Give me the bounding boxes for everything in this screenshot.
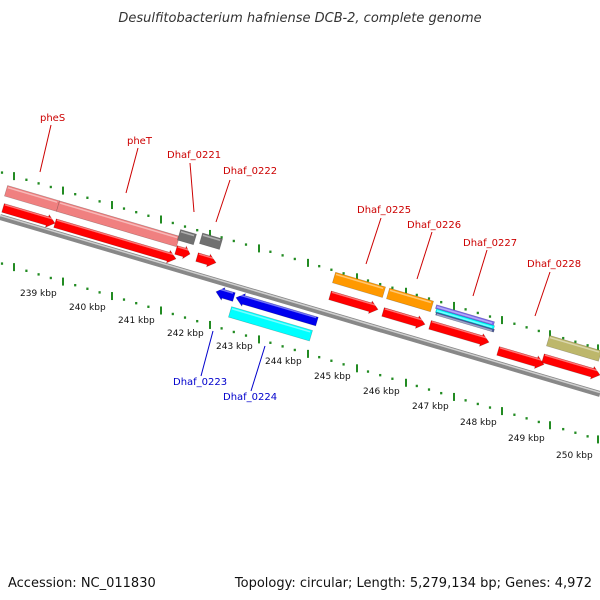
cds-arrow-phes[interactable] <box>1 202 57 230</box>
tick-tracks <box>0 171 599 444</box>
tick-label-245: 245 kbp <box>314 372 351 382</box>
reverse-strand-features <box>214 285 319 342</box>
gene-label-dhaf-0223[interactable]: Dhaf_0223 <box>173 377 227 388</box>
gene-block-phes[interactable] <box>4 185 60 212</box>
gene-label-phet[interactable]: pheT <box>127 136 153 147</box>
gene-block-dhaf-0227-c[interactable] <box>435 311 495 333</box>
map-title: Desulfitobacterium hafniense DCB-2, comp… <box>118 11 481 26</box>
accession-text: Accession: NC_011830 <box>8 576 156 591</box>
tick-label-249: 249 kbp <box>508 434 545 444</box>
tick-label-246: 246 kbp <box>363 387 400 397</box>
gene-block-dhaf-0222[interactable] <box>199 232 223 250</box>
gene-block-dhaf-0228[interactable] <box>546 335 600 362</box>
gene-label-dhaf-0224[interactable]: Dhaf_0224 <box>223 392 277 403</box>
gene-block-dhaf-0225[interactable] <box>332 271 386 298</box>
cds-arrow-dhaf-0228[interactable] <box>541 352 600 381</box>
tick-label-248: 248 kbp <box>460 418 497 428</box>
cds-arrow-extra-1[interactable] <box>496 345 546 371</box>
tick-label-242: 242 kbp <box>167 329 204 339</box>
cds-arrow-phet[interactable] <box>53 217 178 265</box>
gene-label-dhaf-0221[interactable]: Dhaf_0221 <box>167 150 221 161</box>
cds-arrow-dhaf-0223[interactable] <box>214 285 236 303</box>
genome-backbone <box>0 214 600 397</box>
tick-label-247: 247 kbp <box>412 402 449 412</box>
tick-label-240: 240 kbp <box>69 303 106 313</box>
scale-tick-labels: 239 kbp 240 kbp 241 kbp 242 kbp 243 kbp … <box>20 289 593 461</box>
tick-label-243: 243 kbp <box>216 342 253 352</box>
gene-block-dhaf-0226[interactable] <box>386 287 434 313</box>
gene-block-dhaf-0224[interactable] <box>228 306 313 342</box>
cds-arrow-dhaf-0226[interactable] <box>381 306 427 331</box>
cds-arrow-dhaf-0222[interactable] <box>195 251 218 269</box>
gene-label-dhaf-0226[interactable]: Dhaf_0226 <box>407 220 461 231</box>
tick-label-239: 239 kbp <box>20 289 57 299</box>
gene-label-dhaf-0228[interactable]: Dhaf_0228 <box>527 259 581 270</box>
cds-arrow-dhaf-0227[interactable] <box>428 319 491 349</box>
tick-label-244: 244 kbp <box>265 357 302 367</box>
genome-summary-text: Topology: circular; Length: 5,279,134 bp… <box>234 576 592 591</box>
gene-labels: pheS pheT Dhaf_0221 Dhaf_0222 Dhaf_0225 … <box>39 113 581 403</box>
gene-label-dhaf-0227[interactable]: Dhaf_0227 <box>463 238 517 249</box>
forward-strand-features <box>1 185 600 381</box>
gene-label-dhaf-0222[interactable]: Dhaf_0222 <box>223 166 277 177</box>
tick-label-241: 241 kbp <box>118 316 155 326</box>
cds-arrow-dhaf-0221[interactable] <box>174 244 192 261</box>
gene-block-phet[interactable] <box>56 200 180 248</box>
cds-arrow-dhaf-0224[interactable] <box>234 291 319 327</box>
gene-label-dhaf-0225[interactable]: Dhaf_0225 <box>357 205 411 216</box>
tick-label-250: 250 kbp <box>556 451 593 461</box>
cds-arrow-dhaf-0225[interactable] <box>328 289 380 316</box>
gene-label-phes[interactable]: pheS <box>40 113 65 124</box>
gene-block-dhaf-0221[interactable] <box>177 229 197 246</box>
